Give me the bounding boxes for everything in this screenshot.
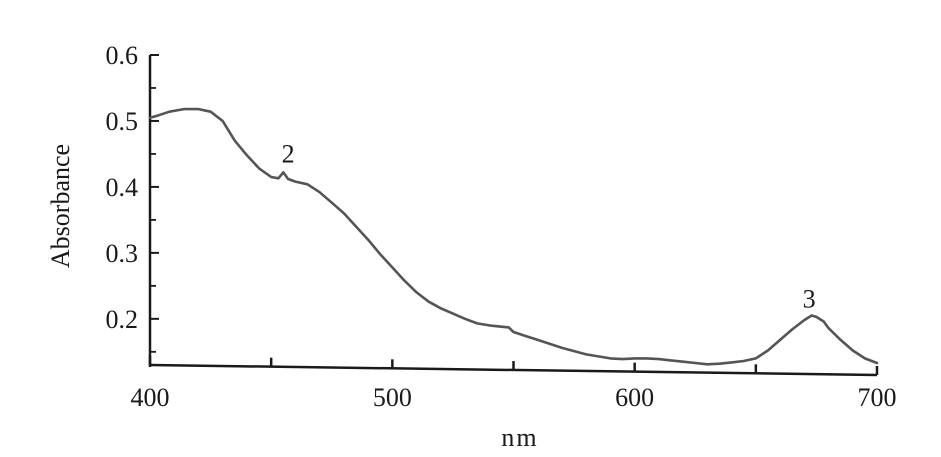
peak-annotation: 2 [282, 140, 295, 169]
y-axis-title: Absorbance [46, 144, 75, 268]
peak-annotation: 3 [803, 285, 816, 314]
x-tick-label: 500 [373, 383, 412, 412]
annotations: 23 [282, 140, 816, 314]
x-axis-title: nm [501, 423, 538, 452]
y-tick-label: 0.4 [106, 173, 139, 202]
absorbance-series-line [148, 107, 879, 366]
y-tick-label: 0.5 [106, 107, 139, 136]
y-tick-label: 0.2 [106, 305, 139, 334]
tick-labels: 0.2 0.3 0.4 0.5 0.6 400 500 600 700 [106, 41, 897, 412]
y-tick-label: 0.6 [106, 41, 139, 70]
x-tick-label: 400 [131, 383, 170, 412]
series-layer [148, 107, 879, 366]
axes [148, 54, 879, 377]
y-tick-label: 0.3 [106, 239, 139, 268]
x-tick-label: 700 [858, 383, 897, 412]
x-tick-label: 600 [615, 383, 654, 412]
